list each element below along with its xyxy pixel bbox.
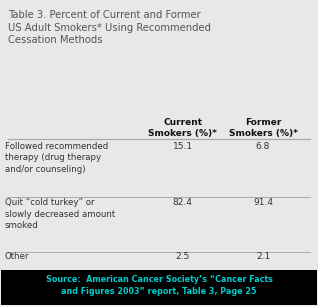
Text: Former
Smokers (%)*: Former Smokers (%)* [229, 118, 297, 138]
Text: Quit “cold turkey” or
slowly decreased amount
smoked: Quit “cold turkey” or slowly decreased a… [4, 199, 115, 230]
Text: Source:  American Cancer Society’s “Cancer Facts
and Figures 2003” report, Table: Source: American Cancer Society’s “Cance… [45, 275, 273, 296]
FancyBboxPatch shape [1, 270, 317, 304]
Text: 2.1: 2.1 [256, 252, 270, 260]
Text: 6.8: 6.8 [256, 142, 270, 151]
Text: 91.4: 91.4 [253, 199, 273, 207]
Text: Table 3. Percent of Current and Former
US Adult Smokers* Using Recommended
Cessa: Table 3. Percent of Current and Former U… [8, 10, 211, 45]
Text: 82.4: 82.4 [173, 199, 193, 207]
Text: Followed recommended
therapy (drug therapy
and/or counseling): Followed recommended therapy (drug thera… [4, 142, 108, 174]
Text: 15.1: 15.1 [173, 142, 193, 151]
Text: *Weighted percents are age-adjusted; data for the analyses were
derived from the: *Weighted percents are age-adjusted; dat… [8, 274, 237, 292]
Text: Other: Other [4, 252, 29, 260]
Text: 2.5: 2.5 [176, 252, 190, 260]
Text: Current
Smokers (%)*: Current Smokers (%)* [148, 118, 217, 138]
